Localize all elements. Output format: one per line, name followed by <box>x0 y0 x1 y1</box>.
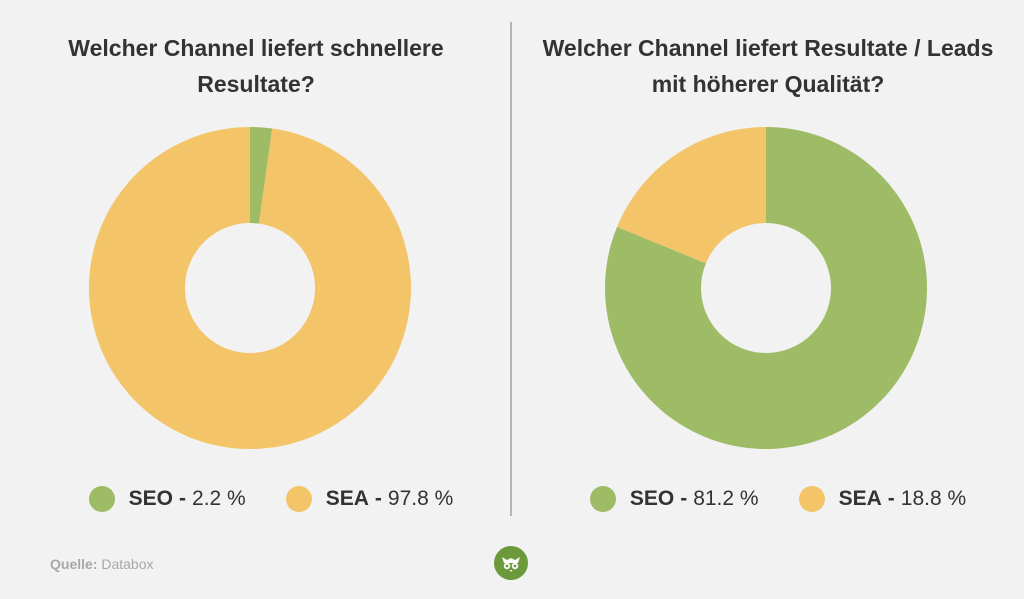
source-label: Quelle: <box>50 556 98 572</box>
donut-chart-right <box>605 127 927 450</box>
legend-label: SEA <box>325 487 369 510</box>
donut-slice-sea <box>617 127 766 264</box>
legend-value: 2.2 % <box>192 487 246 510</box>
legend-item-seo: SEO - 2.2 % <box>88 486 246 512</box>
donut-slice-seo <box>605 127 927 450</box>
legend-item-sea: SEA - 18.8 % <box>798 486 967 512</box>
legend-dot-sea <box>285 486 312 512</box>
legend-left: SEO - 2.2 % SEA - 97.8 % <box>30 486 512 512</box>
owl-icon <box>494 546 528 580</box>
legend-right: SEO - 81.2 % SEA - 18.8 % <box>532 486 1024 512</box>
source-value: Databox <box>101 556 154 572</box>
legend-value: 81.2 % <box>693 487 759 510</box>
donut-chart-left <box>88 127 411 449</box>
legend-value: 18.8 % <box>900 487 967 510</box>
legend-separator: - <box>887 487 895 510</box>
legend-separator: - <box>179 487 187 510</box>
legend-separator: - <box>374 487 382 510</box>
legend-label: SEO <box>128 487 174 510</box>
legend-label: SEA <box>838 487 882 510</box>
source-note: Quelle: Databox <box>50 556 154 572</box>
legend-item-seo: SEO - 81.2 % <box>589 486 759 512</box>
legend-dot-sea <box>798 486 825 512</box>
chart-title-left: Welcher Channel liefert schnellere Resul… <box>68 35 444 97</box>
legend-label: SEO <box>629 487 675 510</box>
legend-item-sea: SEA - 97.8 % <box>285 486 454 512</box>
donut-slice-sea <box>88 127 411 449</box>
legend-dot-seo <box>88 486 115 512</box>
chart-panel-left: Welcher Channel liefert schnellere Resul… <box>0 0 512 540</box>
chart-title-right: Welcher Channel liefert Resultate / Lead… <box>542 35 994 97</box>
legend-value: 97.8 % <box>387 487 454 510</box>
donut-slice-seo <box>250 127 273 224</box>
panel-divider <box>510 22 512 516</box>
chart-panel-right: Welcher Channel liefert Resultate / Lead… <box>512 0 1024 540</box>
legend-separator: - <box>680 487 688 510</box>
legend-dot-seo <box>589 486 616 512</box>
